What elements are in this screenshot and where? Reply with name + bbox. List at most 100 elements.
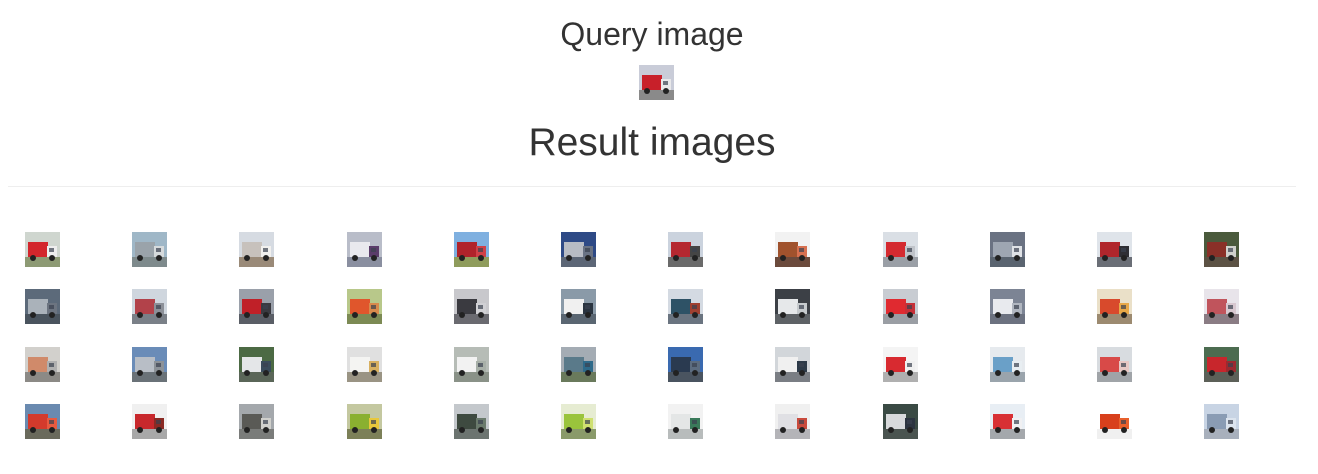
result-image-thumbnail <box>132 347 167 382</box>
truck-thumbnail-icon <box>347 347 382 382</box>
result-image-thumbnail <box>239 232 274 267</box>
result-image-thumbnail <box>775 347 810 382</box>
truck-thumbnail-icon <box>1097 232 1132 267</box>
truck-thumbnail-icon <box>1097 289 1132 324</box>
truck-thumbnail-icon <box>347 404 382 439</box>
result-image-thumbnail <box>883 232 918 267</box>
result-image-thumbnail <box>239 347 274 382</box>
truck-thumbnail-icon <box>239 347 274 382</box>
truck-thumbnail-icon <box>883 232 918 267</box>
result-image-thumbnail <box>132 404 167 439</box>
truck-thumbnail-icon <box>561 347 596 382</box>
truck-thumbnail-icon <box>25 347 60 382</box>
result-image-thumbnail <box>775 289 810 324</box>
truck-thumbnail-icon <box>561 404 596 439</box>
truck-thumbnail-icon <box>25 232 60 267</box>
result-image-thumbnail <box>454 404 489 439</box>
truck-thumbnail-icon <box>239 404 274 439</box>
result-image-thumbnail <box>990 289 1025 324</box>
truck-thumbnail-icon <box>239 289 274 324</box>
truck-thumbnail-icon <box>347 232 382 267</box>
result-image-thumbnail <box>347 347 382 382</box>
result-image-thumbnail <box>25 347 60 382</box>
result-image-thumbnail <box>1097 289 1132 324</box>
result-image-thumbnail <box>668 289 703 324</box>
truck-thumbnail-icon <box>883 289 918 324</box>
result-image-thumbnail <box>25 404 60 439</box>
result-image-thumbnail <box>239 404 274 439</box>
truck-thumbnail-icon <box>883 404 918 439</box>
truck-thumbnail-icon <box>1204 289 1239 324</box>
result-image-thumbnail <box>1204 404 1239 439</box>
result-image-thumbnail <box>883 404 918 439</box>
result-image-thumbnail <box>561 404 596 439</box>
result-image-thumbnail <box>775 232 810 267</box>
truck-thumbnail-icon <box>25 404 60 439</box>
truck-thumbnail-icon <box>883 347 918 382</box>
query-image-thumbnail <box>639 65 674 100</box>
result-image-thumbnail <box>454 232 489 267</box>
result-image-thumbnail <box>883 289 918 324</box>
truck-thumbnail-icon <box>561 289 596 324</box>
truck-thumbnail-icon <box>239 232 274 267</box>
truck-thumbnail-icon <box>1204 347 1239 382</box>
result-images-grid <box>25 232 1275 442</box>
truck-thumbnail-icon <box>775 232 810 267</box>
truck-thumbnail-icon <box>668 289 703 324</box>
truck-thumbnail-icon <box>1097 347 1132 382</box>
truck-thumbnail-icon <box>668 404 703 439</box>
truck-thumbnail-icon <box>1097 404 1132 439</box>
result-image-thumbnail <box>454 347 489 382</box>
truck-thumbnail-icon <box>990 232 1025 267</box>
result-image-thumbnail <box>132 289 167 324</box>
result-image-thumbnail <box>668 232 703 267</box>
truck-thumbnail-icon <box>561 232 596 267</box>
result-images-heading: Result images <box>528 121 776 164</box>
truck-thumbnail-icon <box>132 404 167 439</box>
result-image-thumbnail <box>561 347 596 382</box>
truck-thumbnail-icon <box>454 404 489 439</box>
result-image-thumbnail <box>1097 232 1132 267</box>
truck-thumbnail-icon <box>132 289 167 324</box>
result-image-thumbnail <box>454 289 489 324</box>
result-image-thumbnail <box>132 232 167 267</box>
result-image-thumbnail <box>990 232 1025 267</box>
truck-thumbnail-icon <box>990 289 1025 324</box>
result-image-thumbnail <box>347 404 382 439</box>
truck-thumbnail-icon <box>668 232 703 267</box>
truck-thumbnail-icon <box>454 289 489 324</box>
result-image-thumbnail <box>347 289 382 324</box>
truck-thumbnail-icon <box>25 289 60 324</box>
truck-thumbnail-icon <box>668 347 703 382</box>
result-image-thumbnail <box>668 404 703 439</box>
result-image-thumbnail <box>1204 232 1239 267</box>
divider <box>8 186 1296 187</box>
truck-thumbnail-icon <box>132 232 167 267</box>
truck-thumbnail-icon <box>990 347 1025 382</box>
result-image-thumbnail <box>990 404 1025 439</box>
result-image-thumbnail <box>25 232 60 267</box>
result-image-thumbnail <box>1097 347 1132 382</box>
result-image-thumbnail <box>561 289 596 324</box>
result-image-thumbnail <box>668 347 703 382</box>
query-image-heading: Query image <box>560 16 744 52</box>
truck-thumbnail-icon <box>347 289 382 324</box>
result-image-thumbnail <box>347 232 382 267</box>
truck-thumbnail-icon <box>454 232 489 267</box>
truck-thumbnail-icon <box>454 347 489 382</box>
result-image-thumbnail <box>1204 289 1239 324</box>
result-image-thumbnail <box>25 289 60 324</box>
truck-thumbnail-icon <box>1204 404 1239 439</box>
truck-thumbnail-icon <box>775 289 810 324</box>
result-image-thumbnail <box>561 232 596 267</box>
result-image-thumbnail <box>775 404 810 439</box>
truck-thumbnail-icon <box>1204 232 1239 267</box>
result-image-thumbnail <box>883 347 918 382</box>
truck-thumbnail-icon <box>775 347 810 382</box>
result-image-thumbnail <box>239 289 274 324</box>
truck-thumbnail-icon <box>990 404 1025 439</box>
truck-thumbnail-icon <box>132 347 167 382</box>
result-image-thumbnail <box>990 347 1025 382</box>
fire-truck-thumbnail-icon <box>639 65 674 100</box>
truck-thumbnail-icon <box>775 404 810 439</box>
